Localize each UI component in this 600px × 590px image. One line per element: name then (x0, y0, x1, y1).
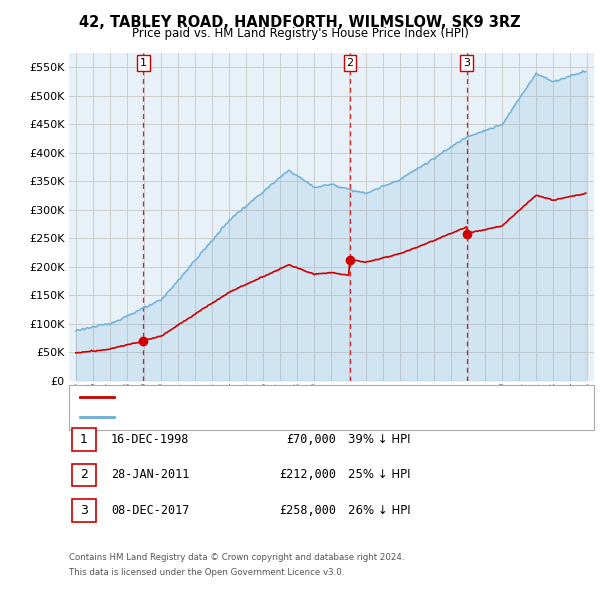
Text: 16-DEC-1998: 16-DEC-1998 (111, 433, 190, 446)
Text: This data is licensed under the Open Government Licence v3.0.: This data is licensed under the Open Gov… (69, 568, 344, 577)
Text: £258,000: £258,000 (279, 504, 336, 517)
Text: Contains HM Land Registry data © Crown copyright and database right 2024.: Contains HM Land Registry data © Crown c… (69, 553, 404, 562)
Text: £70,000: £70,000 (286, 433, 336, 446)
Text: HPI: Average price, detached house, Cheshire East: HPI: Average price, detached house, Ches… (118, 412, 371, 422)
Text: Price paid vs. HM Land Registry's House Price Index (HPI): Price paid vs. HM Land Registry's House … (131, 27, 469, 40)
Text: 2: 2 (80, 468, 88, 481)
Text: 3: 3 (80, 504, 88, 517)
Text: 28-JAN-2011: 28-JAN-2011 (111, 468, 190, 481)
Text: 42, TABLEY ROAD, HANDFORTH, WILMSLOW, SK9 3RZ: 42, TABLEY ROAD, HANDFORTH, WILMSLOW, SK… (79, 15, 521, 30)
Text: 2: 2 (346, 58, 353, 68)
Text: 42, TABLEY ROAD, HANDFORTH, WILMSLOW, SK9 3RZ (detached house): 42, TABLEY ROAD, HANDFORTH, WILMSLOW, SK… (118, 392, 476, 402)
Text: £212,000: £212,000 (279, 468, 336, 481)
Text: 1: 1 (140, 58, 147, 68)
Text: 26% ↓ HPI: 26% ↓ HPI (348, 504, 410, 517)
Text: 08-DEC-2017: 08-DEC-2017 (111, 504, 190, 517)
Text: 25% ↓ HPI: 25% ↓ HPI (348, 468, 410, 481)
Text: 1: 1 (80, 433, 88, 446)
Text: 39% ↓ HPI: 39% ↓ HPI (348, 433, 410, 446)
Text: 3: 3 (463, 58, 470, 68)
